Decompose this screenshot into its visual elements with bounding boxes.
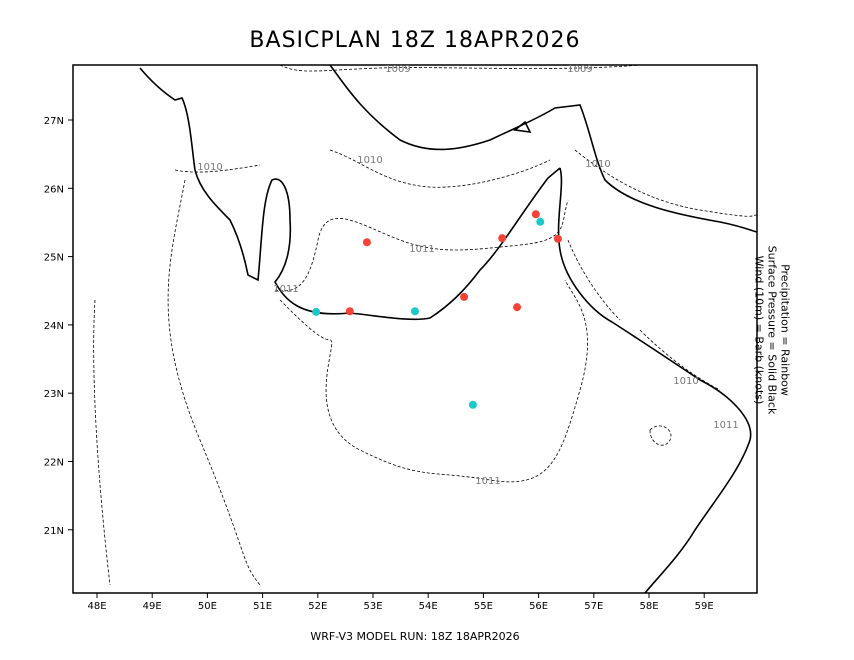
lon-tick-label: 50E (198, 601, 217, 612)
station-marker-cyan (468, 400, 477, 409)
lat-tick-label: 25N (44, 253, 64, 264)
coastline (139, 64, 758, 594)
station-marker-red (498, 234, 507, 243)
lon-tick-label: 58E (639, 601, 658, 612)
axis-ticks: 48E 49E 50E 51E 52E 53E 54E 55E 56E 57E 58E 59E 27N 2… (44, 116, 714, 612)
contour-label: 1011 (409, 244, 434, 255)
contour-label: 1011 (713, 420, 738, 431)
station-marker-red (553, 234, 562, 243)
lon-tick-label: 51E (253, 601, 272, 612)
lon-tick-label: 57E (584, 601, 603, 612)
lat-tick-label: 21N (44, 526, 64, 537)
station-marker-cyan (536, 217, 545, 226)
station-marker-red (513, 303, 522, 312)
station-marker-red (531, 210, 540, 219)
lat-tick-label: 27N (44, 116, 64, 127)
station-marker-red (460, 292, 469, 301)
contour-label: 1011 (475, 476, 500, 487)
lon-tick-label: 52E (308, 601, 327, 612)
map-title: BASICPLAN 18Z 18APR2026 (249, 28, 581, 53)
station-marker-cyan (312, 307, 321, 316)
contour-label: 1009 (385, 64, 410, 75)
lat-tick-label: 26N (44, 184, 64, 195)
contour-label: 1010 (197, 162, 222, 173)
lon-tick-label: 56E (529, 601, 548, 612)
lat-tick-label: 22N (44, 458, 64, 469)
contour-label: 1010 (673, 376, 698, 387)
lon-tick-label: 59E (695, 601, 714, 612)
lon-tick-label: 53E (363, 601, 382, 612)
pressure-contours (93, 64, 758, 586)
station-markers (312, 210, 562, 409)
model-run-footer: WRF-V3 MODEL RUN: 18Z 18APR2026 (310, 630, 520, 643)
contour-label: 1009 (567, 64, 592, 75)
lon-tick-label: 54E (419, 601, 438, 612)
lon-tick-label: 48E (87, 601, 106, 612)
lon-tick-label: 55E (474, 601, 493, 612)
lat-tick-label: 23N (44, 389, 64, 400)
contour-label: 1010 (357, 155, 382, 166)
station-marker-red (362, 238, 371, 247)
contour-label: 1011 (273, 284, 298, 295)
lat-tick-label: 24N (44, 321, 64, 332)
station-marker-cyan (410, 307, 419, 316)
station-marker-red (345, 307, 354, 316)
map-frame (72, 64, 758, 594)
lon-tick-label: 49E (143, 601, 162, 612)
contour-labels: 1009 1009 1010 1010 1010 1011 1011 1010 1011 1011 (197, 64, 738, 487)
contour-label: 1010 (585, 159, 610, 170)
